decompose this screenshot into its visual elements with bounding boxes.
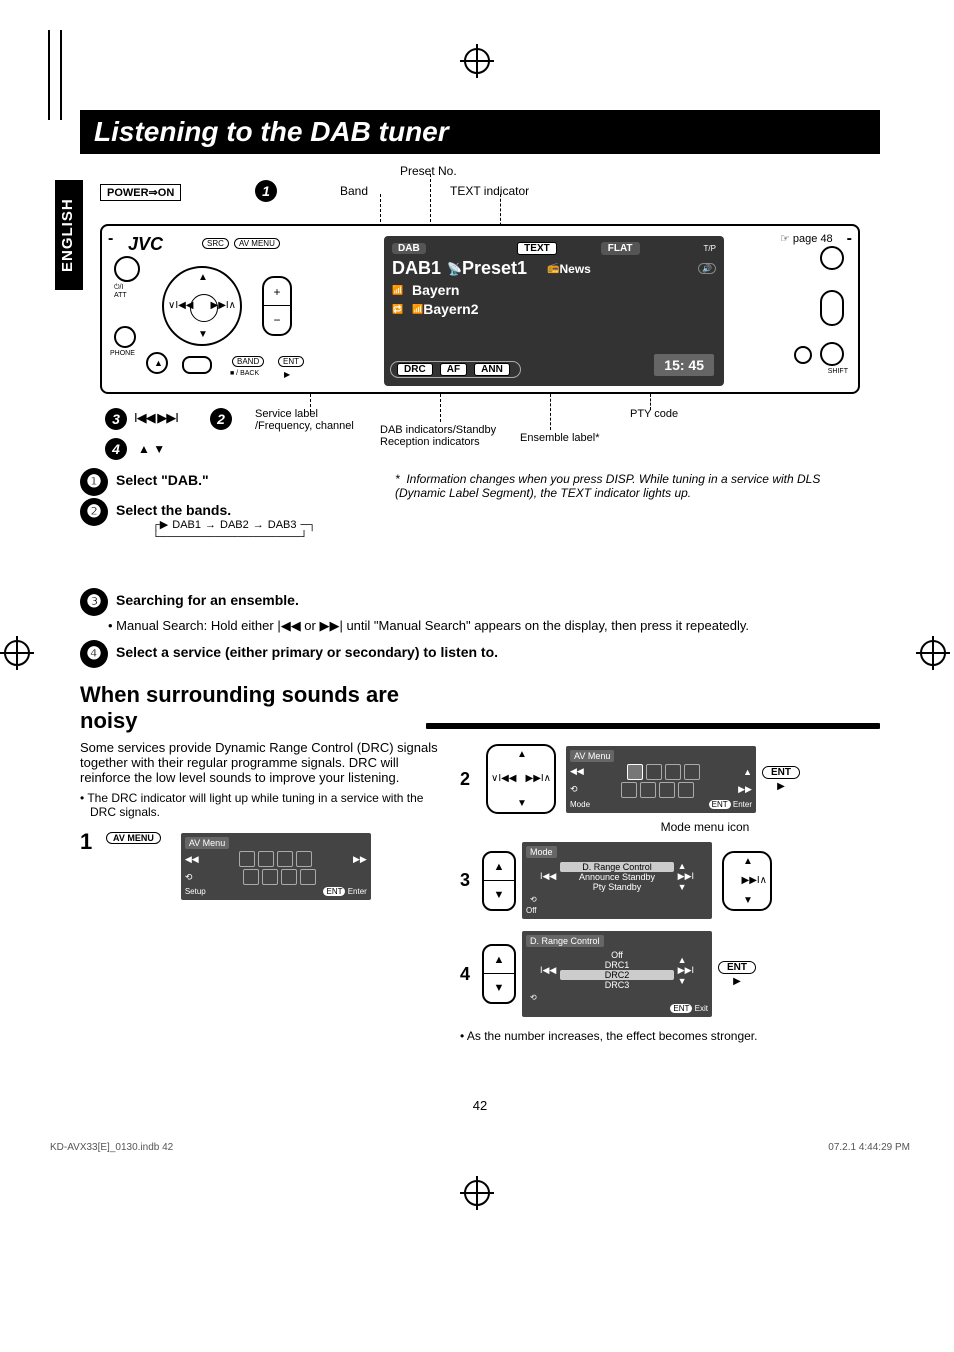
step-4: ❹ Select a service (either primary or se… [80, 640, 880, 668]
lcd-preset: Preset1 [462, 258, 527, 279]
lcd-band: DAB1 [392, 258, 441, 279]
skip-icons: I◀◀ ▶▶I [134, 410, 178, 426]
step-2: ❷ Select the bands. ┌▶DAB1 →DAB2 →DAB3 ─… [80, 498, 880, 543]
section-title-noisy: When surrounding sounds are noisy [80, 682, 880, 734]
drange-menu-screen: D. Range Control I◀◀ Off DRC1 DRC2 DRC3 … [522, 931, 712, 1017]
label-text-indicator: TEXT indicator [450, 184, 529, 198]
mode-menu-screen: Mode I◀◀ D. Range Control Announce Stand… [522, 842, 712, 919]
ent-play-label: ▶ [284, 370, 290, 379]
label-preset-no: Preset No. [400, 164, 457, 178]
diagram-step-1: 1 [255, 180, 277, 202]
lcd-ensemble: Bayern2 [423, 301, 478, 317]
src-button-label: SRC [202, 238, 229, 249]
av-menu-button[interactable]: AV MENU [106, 832, 161, 844]
avmenu-button-label: AV MENU [234, 238, 280, 249]
diagram-step-4: 4 [105, 438, 127, 460]
right-step-3: 3 [460, 870, 476, 891]
band-button[interactable]: BAND [232, 356, 264, 367]
lcd-flat-tag: FLAT [601, 242, 640, 255]
lcd-drc: DRC [397, 363, 433, 376]
left-step-1: 1 [80, 829, 96, 855]
corner-mark: - [847, 230, 852, 248]
ent-button[interactable]: ENT [278, 356, 304, 367]
callout-line [440, 394, 441, 422]
reg-mark-top [464, 48, 490, 74]
footnote: * Information changes when you press DIS… [395, 472, 865, 500]
updown-pad-4[interactable]: ▲ ▼ [482, 944, 516, 1004]
lcd-service: Bayern [412, 282, 459, 298]
section-body: Some services provide Dynamic Range Cont… [80, 740, 440, 785]
section-bullet: • The DRC indicator will light up while … [80, 791, 440, 819]
callout-line [310, 394, 311, 412]
lcd-time: 15: 45 [654, 354, 714, 376]
av-menu-screen-1: AV Menu ◀◀ ▶▶ ⟲ Setup [181, 833, 371, 900]
volume-rocker[interactable]: + − [262, 276, 292, 336]
updown-icons: ▲ ▼ [138, 442, 165, 456]
diagram-step-2: 2 [210, 408, 232, 430]
right-button-1[interactable] [820, 246, 844, 270]
device-diagram: Preset No. Band TEXT indicator POWER⇒ON … [80, 164, 880, 584]
lcd-tp: T/P [704, 244, 716, 253]
label-pty: PTY code [630, 408, 700, 420]
lcd-ann: ANN [474, 363, 510, 376]
updown-pad-3[interactable]: ▲ ▼ [482, 851, 516, 911]
phone-label: PHONE [110, 350, 135, 357]
step-4-text: Select a service (either primary or seco… [116, 640, 498, 660]
callout-line [550, 394, 551, 430]
crop-mark [48, 30, 50, 120]
lcd-pty: News [559, 262, 590, 276]
device-panel: JVC SRC AV MENU ⏻/IATT ▲ ▼ ∨I◀◀ ▶▶I∧ + −… [100, 224, 860, 394]
step-2-text: Select the bands. [116, 498, 322, 518]
shift-label: SHIFT [828, 368, 848, 375]
label-service: Service label /Frequency, channel [255, 408, 355, 432]
phone-button[interactable] [114, 326, 136, 348]
page-title: Listening to the DAB tuner [80, 110, 880, 154]
step-3-note: • Manual Search: Hold either |◀◀ or ▶▶| … [108, 618, 880, 634]
mode-button[interactable] [182, 356, 212, 374]
lcd-screen: DAB TEXT FLAT T/P DAB1 📡 Preset1 📻 News [384, 236, 724, 386]
step-3-text: Searching for an ensemble. [116, 588, 299, 608]
lcd-af: AF [440, 363, 467, 376]
lcd-dab-tag: DAB [392, 243, 426, 254]
lcd-text-tag: TEXT [517, 242, 557, 255]
eject-button[interactable]: ▲ [146, 352, 168, 374]
step-1-text: Select "DAB." [116, 468, 209, 488]
right-button-2[interactable] [820, 290, 844, 326]
language-tab: ENGLISH [55, 180, 83, 290]
right-small-button[interactable] [794, 346, 812, 364]
power-on-box: POWER⇒ON [100, 184, 181, 201]
page-number: 42 [80, 1098, 880, 1113]
reg-mark-left [4, 640, 30, 666]
ent-button-2[interactable]: ENT [762, 766, 800, 779]
reg-mark-bottom [464, 1180, 490, 1206]
right-step-4: 4 [460, 964, 476, 985]
effect-note: • As the number increases, the effect be… [460, 1029, 880, 1043]
corner-mark: - [108, 230, 113, 248]
label-band: Band [340, 184, 368, 198]
label-ensemble: Ensemble label* [520, 432, 630, 444]
jvc-logo: JVC [128, 234, 163, 255]
av-menu-screen-2: AV Menu ◀◀ ▲ ⟲ ▶▶ Mode ENT Enter [566, 746, 756, 813]
control-pad-2[interactable]: ▲ ▼ ∨I◀◀ ▶▶I∧ [486, 744, 556, 814]
dab-cycle: ┌▶DAB1 →DAB2 →DAB3 ─┐ [152, 518, 322, 531]
diagram-step-3: 3 [105, 408, 127, 430]
right-step-2: 2 [460, 769, 476, 790]
mode-icon-label: Mode menu icon [530, 820, 880, 834]
footer-right: 07.2.1 4:44:29 PM [828, 1142, 910, 1153]
callout-line [650, 394, 651, 410]
nav-rocker[interactable]: ▲ ▼ ∨I◀◀ ▶▶I∧ [162, 266, 242, 346]
control-pad-3[interactable]: ▲ ▼ ▶▶I∧ [722, 851, 772, 911]
page-ref: ☞ page 48 [780, 232, 833, 245]
reg-mark-right [920, 640, 946, 666]
footer-left: KD-AVX33[E]_0130.indb 42 [50, 1142, 173, 1153]
att-button[interactable] [114, 256, 140, 282]
att-label: ⏻/IATT [114, 284, 127, 299]
ent-button-4[interactable]: ENT [718, 961, 756, 974]
label-dab-ind: DAB indicators/Standby Reception indicat… [380, 424, 530, 448]
step-3: ❸ Searching for an ensemble. [80, 588, 880, 616]
right-button-3[interactable] [820, 342, 844, 366]
crop-mark [60, 30, 62, 120]
band-sub-label: ■ / BACK [230, 370, 259, 377]
